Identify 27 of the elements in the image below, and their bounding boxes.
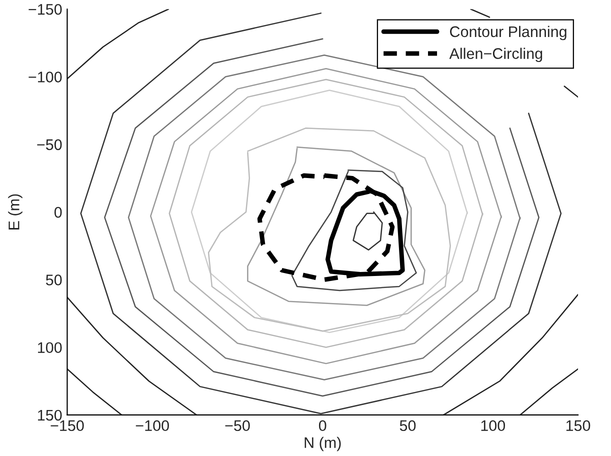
line-series xyxy=(352,211,383,251)
y-tick-label: 0 xyxy=(54,206,62,218)
line-series xyxy=(442,294,578,415)
y-tick-label: −50 xyxy=(37,139,62,150)
x-tick-label: 0 xyxy=(318,420,326,432)
x-tick-label: −50 xyxy=(225,420,250,432)
line-series xyxy=(168,78,484,348)
line-series xyxy=(67,296,198,415)
y-axis-title: E (m) xyxy=(8,194,22,230)
y-tick-label: 100 xyxy=(38,342,62,354)
line-series xyxy=(208,128,451,332)
y-tick-label: 150 xyxy=(38,410,62,421)
legend-label: Allen−Circling xyxy=(449,48,542,62)
x-tick-label: −100 xyxy=(136,420,169,432)
y-tick-label: 50 xyxy=(46,274,62,286)
line-series xyxy=(67,9,170,80)
line-series xyxy=(291,169,417,292)
line-series xyxy=(190,90,468,334)
x-axis-title: N (m) xyxy=(304,436,341,452)
legend-label: Contour Planning xyxy=(450,26,566,40)
x-tick-label: 100 xyxy=(481,420,506,432)
line-series xyxy=(247,146,426,306)
x-tick-label: 50 xyxy=(400,420,416,432)
y-tick-label: −150 xyxy=(28,4,62,15)
y-tick-label: −100 xyxy=(28,72,62,82)
x-tick-label: 150 xyxy=(566,420,590,432)
line-series xyxy=(150,68,502,364)
